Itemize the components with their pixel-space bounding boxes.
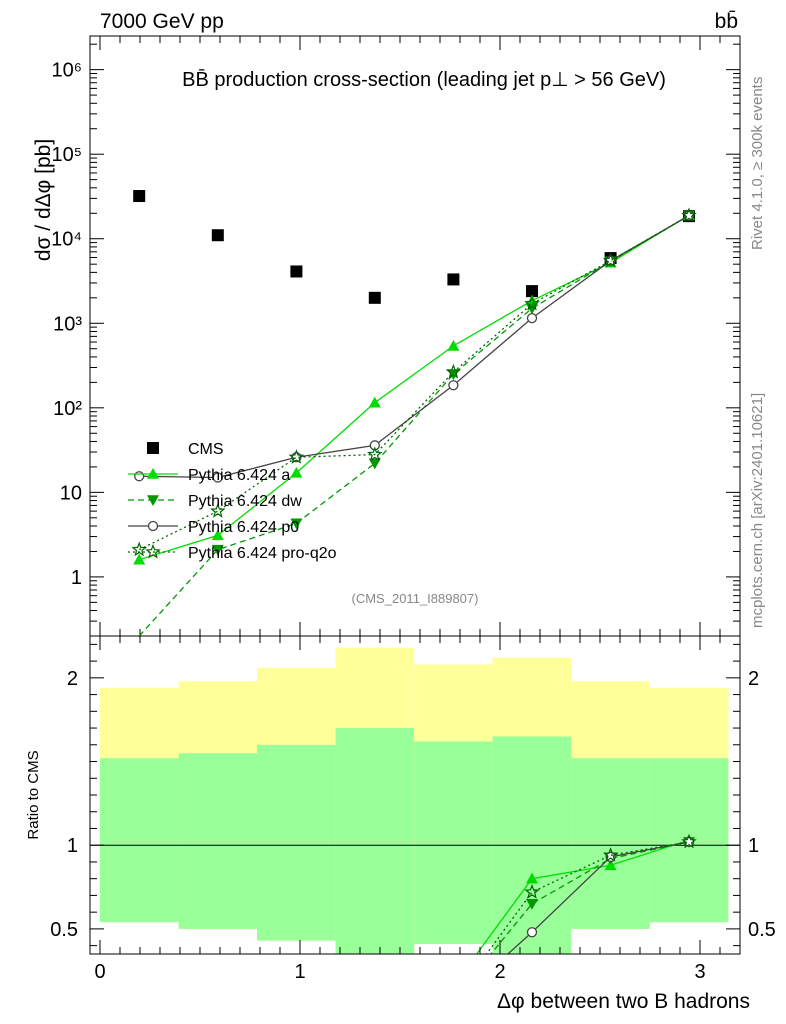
point-pythia-6-424-dw — [290, 518, 303, 530]
x-tick-label: 0 — [94, 961, 105, 983]
point-cms — [368, 291, 381, 304]
main-y-tick-label: 10⁴ — [51, 229, 82, 251]
point-pythia-6-424-p0 — [134, 471, 145, 482]
ratio-y-tick-label-right: 1 — [748, 835, 759, 857]
ratio-point-pythia-6-424-a — [604, 859, 617, 871]
point-pythia-6-424-pro-q2o — [445, 363, 462, 379]
legend-label-pythia-6-424-dw: Pythia 6.424 dw — [188, 493, 302, 510]
ratio-point-pythia-6-424-pro-q2o — [602, 847, 619, 862]
legend-marker-pythia-6-424-pro-q2o — [145, 543, 161, 559]
main-series — [131, 190, 697, 637]
side-label-rivet: Rivet 4.1.0, ≥ 300k events — [749, 77, 766, 250]
ratio-line-pythia-6-424-pro-q2o — [485, 841, 690, 954]
main-y-tick-label: 1 — [71, 567, 82, 589]
ratio-line-pythia-6-424-a — [475, 839, 690, 954]
point-pythia-6-424-p0 — [369, 440, 380, 451]
ratio-y-tick-label-left: 0.5 — [50, 919, 78, 941]
legend: CMS Pythia 6.424 a Pythia 6.424 dw Pythia 6… — [128, 441, 337, 562]
point-pythia-6-424-pro-q2o — [288, 449, 305, 464]
green-band-bin — [492, 736, 572, 954]
point-cms — [526, 285, 538, 298]
x-tick-label: 3 — [694, 961, 705, 983]
ratio-bands — [90, 647, 740, 954]
x-tick-label: 2 — [494, 961, 505, 983]
legend-label-pythia-6-424-pro-q2o: Pythia 6.424 pro-q2o — [188, 545, 337, 562]
main-y-tick-label: 10³ — [53, 313, 82, 335]
point-pythia-6-424-pro-q2o — [602, 252, 619, 268]
point-pythia-6-424-pro-q2o — [367, 446, 383, 462]
legend-marker-pythia-6-424-dw — [147, 495, 159, 506]
point-pythia-6-424-a — [290, 466, 303, 478]
ratio-line-pythia-6-424-p0 — [506, 841, 690, 954]
point-cms — [133, 190, 146, 203]
ratio-point-pythia-6-424-pro-q2o — [681, 833, 697, 849]
series-line-pythia-6-424-dw — [138, 214, 690, 637]
ratio-y-tick-label-left: 1 — [67, 835, 78, 857]
point-pythia-6-424-p0 — [212, 472, 223, 483]
process-label: bb̄ — [715, 10, 738, 33]
green-band-bin — [335, 728, 415, 954]
point-pythia-6-424-a — [133, 553, 146, 565]
legend-label-pythia-6-424-p0: Pythia 6.424 p0 — [188, 519, 299, 536]
point-pythia-6-424-p0 — [526, 312, 538, 324]
ratio-point-pythia-6-424-p0 — [526, 927, 538, 938]
main-y-tick-label: 10⁵ — [51, 144, 82, 166]
point-cms — [211, 229, 224, 242]
point-cms — [447, 273, 460, 286]
point-pythia-6-424-a — [211, 529, 224, 541]
legend-marker-cms — [147, 442, 159, 454]
green-band-bin — [414, 741, 493, 944]
main-title: BB̄ production cross-section (leading je… — [182, 68, 666, 91]
point-pythia-6-424-pro-q2o — [681, 207, 697, 223]
ratio-y-tick-label-right: 0.5 — [748, 919, 776, 941]
ratio-line-pythia-6-424-dw — [490, 841, 690, 954]
ratio-point-pythia-6-424-pro-q2o — [524, 883, 540, 899]
ratio-series — [475, 833, 697, 954]
point-pythia-6-424-dw — [368, 458, 381, 470]
green-band-bin — [571, 758, 650, 929]
main-y-tick-label: 10⁶ — [52, 60, 82, 82]
point-pythia-6-424-a — [526, 294, 538, 306]
ratio-y-tick-label-left: 2 — [67, 668, 78, 690]
legend-label-pythia-6-424-a: Pythia 6.424 a — [188, 467, 290, 484]
main-ticks: 1 10 10² 10³ 10⁴ 10⁵ 10⁶ — [51, 36, 740, 637]
ratio-point-pythia-6-424-dw — [526, 898, 538, 910]
point-pythia-6-424-a — [447, 339, 460, 351]
series-line-pythia-6-424-p0 — [139, 215, 690, 479]
point-pythia-6-424-pro-q2o — [524, 295, 540, 311]
ratio-panel: 0.5 0.5 1 1 2 2 0 1 2 3 Ratio to CMS Δφ between t… — [25, 635, 776, 1013]
point-cms — [290, 265, 303, 278]
main-panel: BB̄ production cross-section (leading je… — [32, 35, 741, 637]
green-band-bin — [178, 753, 257, 929]
ratio-y-axis-label: Ratio to CMS — [25, 750, 42, 839]
legend-marker-pythia-6-424-a — [147, 468, 159, 479]
legend-marker-pythia-6-424-p0 — [147, 520, 159, 532]
point-pythia-6-424-pro-q2o — [210, 502, 226, 518]
energy-label: 7000 GeV pp — [100, 10, 224, 33]
x-axis-label: Δφ between two B hadrons — [497, 990, 750, 1013]
point-pythia-6-424-a — [368, 396, 381, 408]
point-pythia-6-424-p0 — [448, 380, 459, 391]
main-y-tick-label: 10 — [60, 482, 82, 504]
green-band-bin — [100, 758, 179, 923]
green-band-bin — [257, 744, 336, 941]
main-y-tick-label: 10² — [53, 398, 82, 420]
ratio-point-pythia-6-424-a — [526, 872, 538, 884]
ratio-ticks: 0.5 0.5 1 1 2 2 0 1 2 3 — [50, 636, 776, 983]
side-label-mcplots: mcplots.cern.ch [arXiv:2401.10621] — [749, 393, 766, 628]
series-line-pythia-6-424-a — [139, 214, 690, 561]
legend-label-cms: CMS — [188, 441, 224, 458]
x-tick-label: 1 — [294, 961, 305, 983]
point-pythia-6-424-dw — [211, 544, 224, 556]
main-y-axis-label: dσ / dΔφ [pb] — [32, 139, 55, 261]
ratio-y-tick-label-right: 2 — [748, 668, 759, 690]
analysis-id: (CMS_2011_I889807) — [352, 591, 479, 606]
